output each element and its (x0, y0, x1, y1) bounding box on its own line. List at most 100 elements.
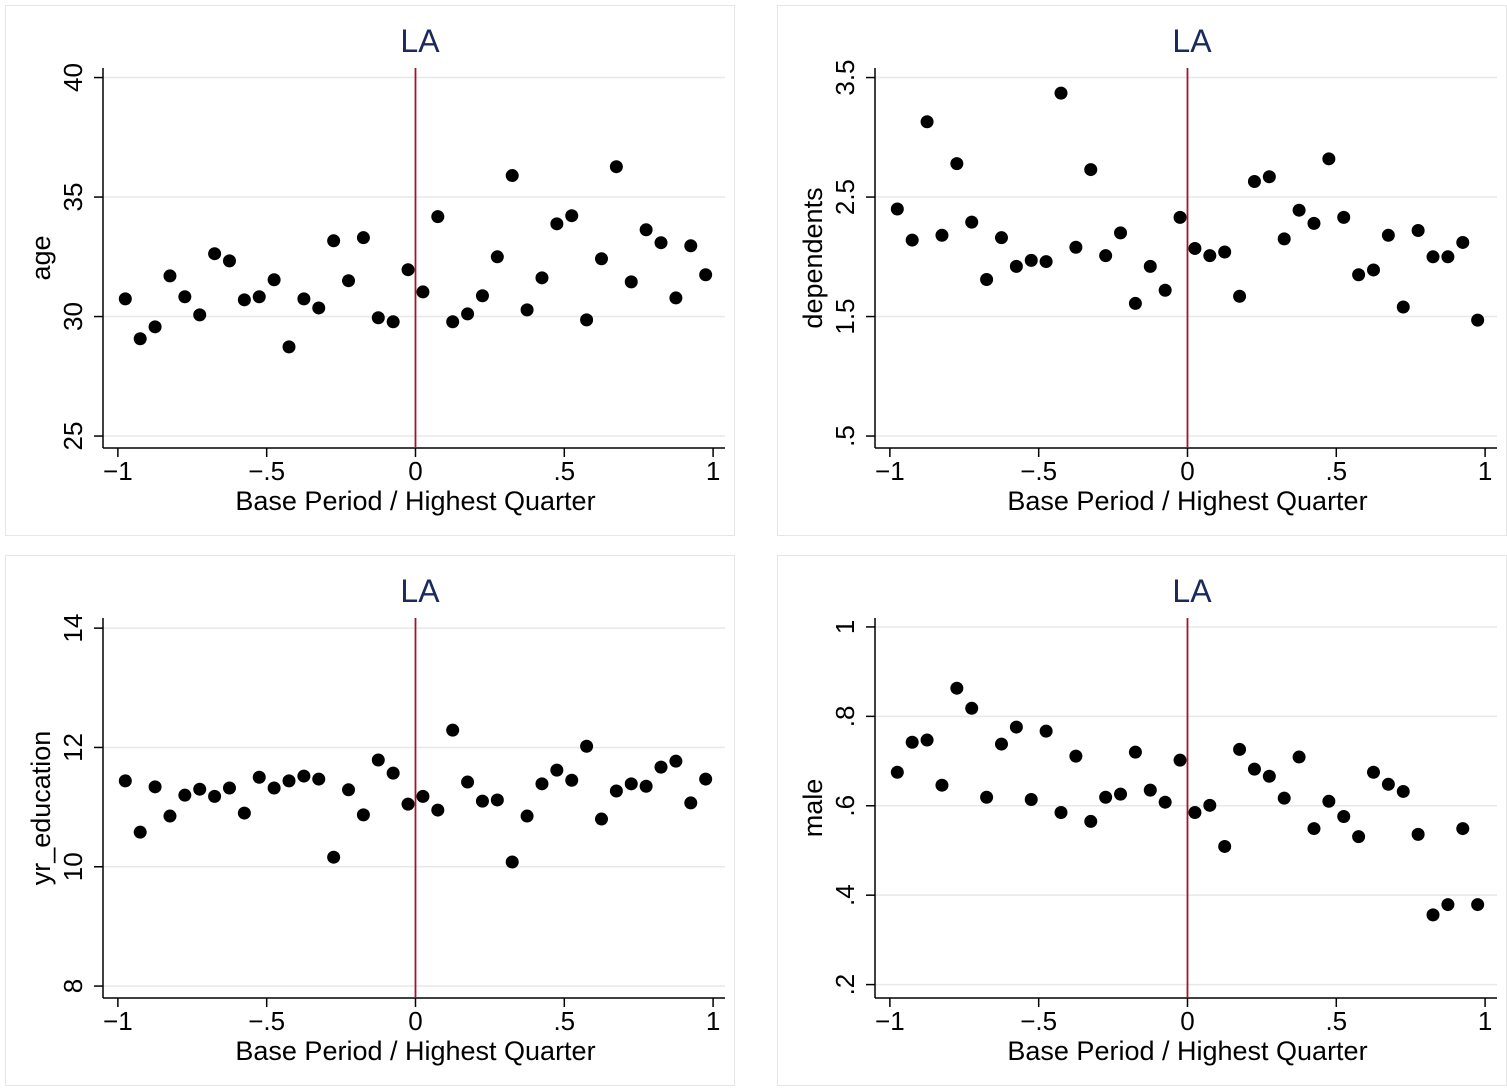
x-axis-label: Base Period / Highest Quarter (1007, 1036, 1367, 1066)
point (371, 753, 385, 767)
point (386, 766, 400, 780)
point (237, 293, 251, 307)
point (1143, 783, 1157, 797)
point (654, 236, 668, 250)
point (1114, 787, 1128, 801)
y-tick-label: 2.5 (830, 179, 860, 215)
point (1009, 720, 1023, 734)
point (1024, 253, 1038, 267)
point (401, 797, 415, 811)
point (1054, 86, 1068, 100)
x-tick-label: .5 (553, 456, 575, 486)
point (669, 754, 683, 768)
point (1411, 224, 1425, 238)
point (297, 292, 311, 306)
y-axis-label: yr_education (26, 731, 56, 886)
y-tick-label: 25 (58, 422, 88, 451)
chart-title: LA (400, 23, 440, 59)
point (965, 701, 979, 715)
chart-title: LA (400, 573, 440, 609)
point (1099, 790, 1113, 804)
y-tick-label: 35 (58, 183, 88, 212)
point (980, 273, 994, 287)
point (252, 290, 266, 304)
point (327, 850, 341, 864)
point (193, 308, 207, 322)
point (535, 271, 549, 285)
x-axis-label: Base Period / Highest Quarter (1007, 486, 1367, 516)
point (401, 263, 415, 277)
y-axis-label: male (798, 779, 828, 838)
point (565, 209, 579, 223)
point (208, 247, 222, 261)
point (965, 215, 979, 229)
point (1084, 163, 1098, 177)
point (565, 773, 579, 787)
point (1471, 898, 1485, 912)
point (1054, 805, 1068, 819)
point (1292, 750, 1306, 764)
point (594, 812, 608, 826)
point (1307, 216, 1321, 230)
point (684, 796, 698, 810)
point (118, 774, 132, 788)
y-axis-label: dependents (798, 187, 828, 328)
point (446, 315, 460, 329)
point (580, 313, 594, 327)
point (980, 790, 994, 804)
point (1292, 203, 1306, 217)
point (1024, 793, 1038, 807)
panel: LA .2 .4 .6 .8 1 −1 −.5 0 .5 1 Base Period / Highes… (777, 555, 1507, 1086)
point (1084, 814, 1098, 828)
y-tick-label: 8 (58, 979, 88, 993)
x-tick-label: −.5 (1020, 1006, 1057, 1036)
point (699, 268, 713, 282)
x-tick-label: 0 (408, 456, 422, 486)
point (609, 784, 623, 798)
point (520, 809, 534, 823)
y-tick-label: 1 (830, 620, 860, 634)
point (193, 782, 207, 796)
chart-title: LA (1172, 23, 1212, 59)
point (178, 788, 192, 802)
point (342, 274, 356, 288)
point (994, 231, 1008, 245)
point (416, 285, 430, 299)
point (1396, 300, 1410, 314)
point (1456, 822, 1470, 836)
point (905, 233, 919, 247)
point (920, 115, 934, 129)
point (1128, 745, 1142, 759)
point (1471, 313, 1485, 327)
point (1277, 791, 1291, 805)
point (461, 307, 475, 321)
point (1233, 289, 1247, 303)
point (1441, 898, 1455, 912)
point (505, 169, 519, 183)
point (208, 789, 222, 803)
point (935, 228, 949, 242)
panel: LA .5 1.5 2.5 3.5 −1 −.5 0 .5 1 Base Period / High… (777, 5, 1507, 536)
y-tick-label: 3.5 (830, 59, 860, 95)
point (1039, 255, 1053, 269)
point (1322, 794, 1336, 808)
point (1277, 232, 1291, 246)
point (1366, 263, 1380, 277)
x-tick-label: −1 (875, 456, 905, 486)
point (282, 774, 296, 788)
point (594, 252, 608, 266)
x-tick-label: −.5 (1020, 456, 1057, 486)
point (297, 769, 311, 783)
point (1426, 250, 1440, 264)
y-tick-label: 10 (58, 852, 88, 881)
chart-title: LA (1172, 573, 1212, 609)
point (1128, 296, 1142, 310)
point (1352, 268, 1366, 282)
point (1352, 830, 1366, 844)
point (950, 681, 964, 695)
point (148, 780, 162, 794)
point (222, 254, 236, 268)
point (580, 739, 594, 753)
